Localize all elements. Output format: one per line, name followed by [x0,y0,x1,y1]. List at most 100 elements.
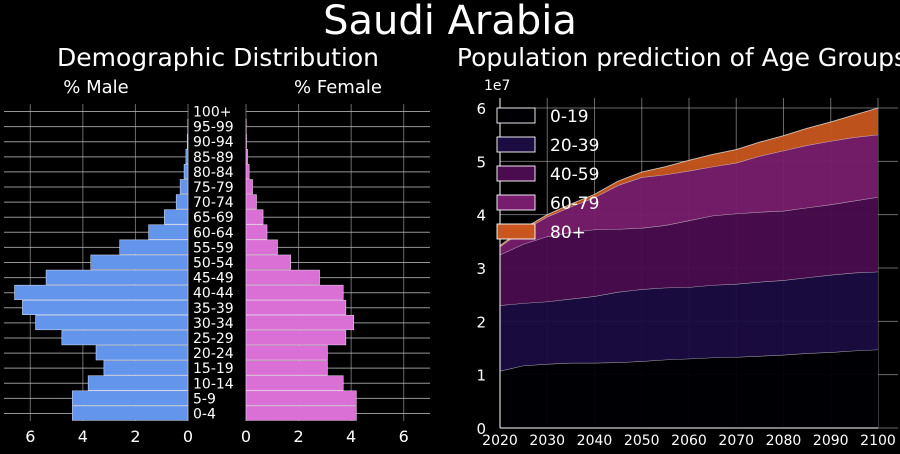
female-bar [246,225,267,239]
male-bar [91,255,188,269]
area-x-tick: 2090 [813,433,849,449]
age-group-label: 80-84 [193,165,234,181]
male-bar [184,164,188,178]
female-bar [246,195,257,209]
female-bar [246,300,346,314]
age-group-label: 70-74 [193,195,234,211]
male-bar [36,315,188,329]
age-group-label: 35-39 [193,301,234,317]
area-x-tick: 2020 [482,433,518,449]
age-group-label: 90-94 [193,135,234,151]
age-group-label: 30-34 [193,316,234,332]
male-bar [72,391,188,405]
male-bar [186,149,188,163]
female-bar [246,240,278,254]
age-group-label: 15-19 [193,361,234,377]
legend-label: 60-79 [550,194,599,214]
male-bar [187,134,188,148]
area-y-tick: 0 [476,420,486,438]
male-bar [72,406,188,420]
age-group-label: 40-44 [193,286,234,302]
legend-swatch [497,137,535,152]
age-group-label: 85-89 [193,150,234,166]
area-y-tick: 4 [476,207,486,225]
female-bar [246,376,343,390]
female-bar [246,361,327,375]
area-x-tick: 2040 [577,433,613,449]
age-group-label: 0-4 [193,406,216,422]
age-group-label: 65-69 [193,210,234,226]
age-group-label: 10-14 [193,376,234,392]
pyramid-x-tick: 0 [241,427,251,446]
age-group-label: 50-54 [193,256,234,272]
pyramid-x-tick: 4 [346,427,356,446]
pyramid-title: Demographic Distribution [57,43,379,72]
legend-swatch [497,224,535,239]
pyramid-x-tick: 6 [25,427,35,446]
female-bar [246,285,343,299]
age-group-label: 55-59 [193,240,234,256]
female-bar [246,406,356,420]
female-bar [246,164,249,178]
area-x-tick: 2070 [718,433,754,449]
legend-label: 0-19 [550,107,589,127]
area-y-tick: 6 [476,100,486,118]
male-bar [104,361,188,375]
legend-swatch [497,166,535,181]
female-bar [246,315,354,329]
pyramid-x-tick: 2 [130,427,140,446]
projection-title: Population prediction of Age Groups [457,43,900,72]
age-group-label: 75-79 [193,180,234,196]
female-bar [246,179,253,193]
age-group-label: 20-24 [193,346,234,362]
legend-label: 40-59 [550,165,599,185]
female-bar [246,210,263,224]
pyramid-x-tick: 6 [399,427,409,446]
pyramid-x-tick: 0 [183,427,193,446]
female-bar [246,255,291,269]
legend-swatch [497,108,535,123]
male-bar [180,179,188,193]
female-bar [246,149,248,163]
female-bar [246,134,247,148]
male-bar [22,300,188,314]
male-bar [15,285,188,299]
age-group-label: 25-29 [193,331,234,347]
male-bar [46,270,188,284]
age-group-label: 100+ [193,105,231,121]
female-bar [246,270,320,284]
area-x-tick: 2100 [860,433,896,449]
male-axis-label: % Male [63,77,128,98]
pyramid-x-tick: 4 [78,427,88,446]
y-scale-label: 1e7 [484,78,510,94]
area-y-tick: 2 [476,313,486,331]
male-bar [62,330,188,344]
figure-title: Saudi Arabia [323,0,577,44]
area-x-tick: 2080 [766,433,802,449]
age-group-label: 5-9 [193,391,216,407]
male-bar [176,195,188,209]
area-y-tick: 3 [476,260,486,278]
male-bar [120,240,188,254]
female-bar [246,330,346,344]
age-group-label: 45-49 [193,271,234,287]
female-bar [246,346,327,360]
legend-label: 80+ [550,223,586,243]
area-y-tick: 1 [476,367,486,385]
legend-label: 20-39 [550,136,599,156]
age-group-label: 60-64 [193,225,234,241]
male-bar [88,376,188,390]
area-x-tick: 2060 [671,433,707,449]
area-y-tick: 5 [476,153,486,171]
legend-swatch [497,195,535,210]
male-bar [164,210,188,224]
age-group-label: 95-99 [193,120,234,136]
pyramid-x-tick: 2 [293,427,303,446]
area-x-tick: 2030 [529,433,565,449]
male-bar [96,346,188,360]
female-bar [246,391,356,405]
area-x-tick: 2050 [624,433,660,449]
male-bar [149,225,188,239]
female-axis-label: % Female [294,77,382,98]
